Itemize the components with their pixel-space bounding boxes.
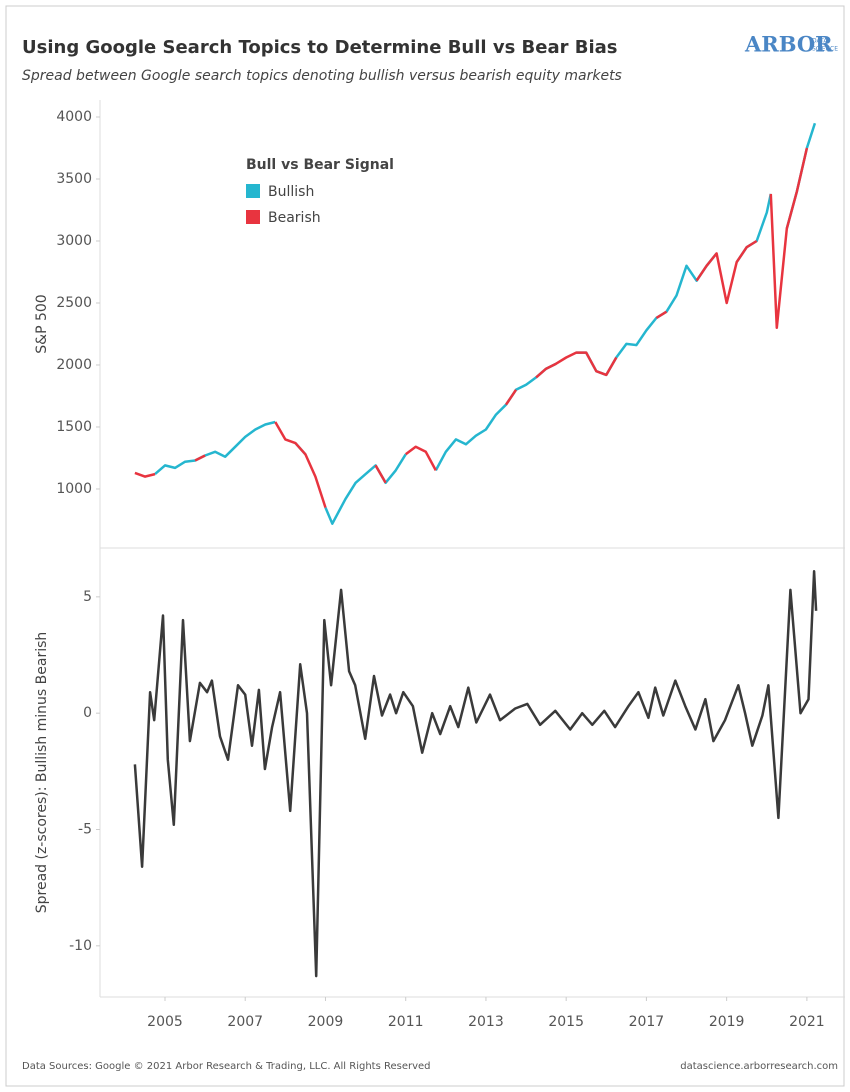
data-line bbox=[134, 147, 809, 508]
y-tick-label: 3500 bbox=[56, 171, 92, 187]
legend-label: Bearish bbox=[268, 210, 321, 226]
data-line bbox=[154, 122, 817, 525]
legend-title: Bull vs Bear Signal bbox=[246, 157, 394, 173]
footer-source: Data Sources: Google © 2021 Arbor Resear… bbox=[22, 1061, 431, 1072]
logo-sub: DATA bbox=[812, 38, 828, 45]
y-tick-label: 3000 bbox=[56, 233, 92, 249]
y-tick-label: 1500 bbox=[56, 419, 92, 435]
logo-sub: SCIENCE bbox=[812, 46, 838, 53]
x-tick-label: 2015 bbox=[548, 1014, 584, 1030]
y-axis-label: Spread (z-scores): Bullish minus Bearish bbox=[34, 632, 50, 914]
y-tick-label: 4000 bbox=[56, 109, 92, 125]
x-tick-label: 2013 bbox=[468, 1014, 504, 1030]
y-tick-label: 2000 bbox=[56, 357, 92, 373]
y-axis-label: S&P 500 bbox=[34, 294, 50, 353]
y-tick-label: -5 bbox=[78, 821, 92, 837]
x-tick-label: 2007 bbox=[227, 1014, 263, 1030]
y-tick-label: 1000 bbox=[56, 481, 92, 497]
y-tick-label: -10 bbox=[69, 938, 92, 954]
x-tick-label: 2011 bbox=[388, 1014, 424, 1030]
logo: ARBOR bbox=[744, 32, 833, 57]
y-tick-label: 2500 bbox=[56, 295, 92, 311]
legend-swatch bbox=[246, 184, 260, 198]
x-tick-label: 2017 bbox=[629, 1014, 665, 1030]
x-tick-label: 2009 bbox=[308, 1014, 344, 1030]
chart-subtitle: Spread between Google search topics deno… bbox=[22, 68, 622, 84]
legend-label: Bullish bbox=[268, 184, 314, 200]
x-tick-label: 2005 bbox=[147, 1014, 183, 1030]
legend-swatch bbox=[246, 210, 260, 224]
data-line bbox=[133, 570, 818, 978]
frame bbox=[5, 5, 845, 1087]
footer-url: datascience.arborresearch.com bbox=[680, 1061, 838, 1072]
x-tick-label: 2021 bbox=[789, 1014, 825, 1030]
y-tick-label: 5 bbox=[83, 589, 92, 605]
y-tick-label: 0 bbox=[83, 705, 92, 721]
chart-title: Using Google Search Topics to Determine … bbox=[22, 37, 618, 58]
x-tick-label: 2019 bbox=[709, 1014, 745, 1030]
